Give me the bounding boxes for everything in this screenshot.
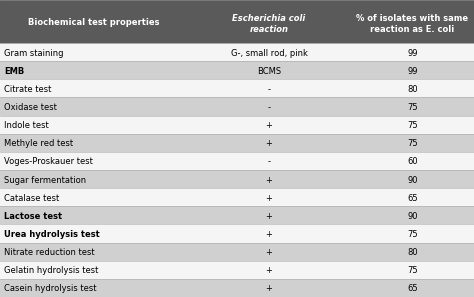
Bar (351, 97, 474, 116)
Bar (0, 152, 187, 170)
Text: 60: 60 (407, 157, 418, 166)
Text: -: - (267, 103, 271, 112)
Text: G-, small rod, pink: G-, small rod, pink (230, 49, 308, 58)
Bar (351, 79, 474, 97)
Text: 65: 65 (407, 285, 418, 293)
Text: 90: 90 (407, 176, 418, 185)
Text: Nitrate reduction test: Nitrate reduction test (4, 248, 94, 257)
Bar (187, 61, 351, 79)
Text: % of isolates with same
reaction as E. coli: % of isolates with same reaction as E. c… (356, 14, 468, 34)
Bar (0, 279, 187, 297)
Bar (187, 134, 351, 152)
Bar (351, 170, 474, 188)
Bar (187, 152, 351, 170)
Bar (187, 97, 351, 116)
Text: 75: 75 (407, 121, 418, 130)
Bar (187, 188, 351, 206)
Text: 75: 75 (407, 103, 418, 112)
Bar (351, 134, 474, 152)
Text: +: + (265, 176, 273, 185)
Bar (351, 225, 474, 243)
Bar (187, 0, 351, 43)
Bar (187, 206, 351, 225)
Bar (351, 206, 474, 225)
Text: Citrate test: Citrate test (4, 85, 51, 94)
Bar (0, 97, 187, 116)
Text: +: + (265, 248, 273, 257)
Text: Catalase test: Catalase test (4, 194, 59, 203)
Bar (351, 188, 474, 206)
Text: Voges-Proskauer test: Voges-Proskauer test (4, 157, 92, 166)
Text: Methyle red test: Methyle red test (4, 139, 73, 148)
Bar (0, 116, 187, 134)
Bar (351, 116, 474, 134)
Text: 65: 65 (407, 194, 418, 203)
Text: Indole test: Indole test (4, 121, 48, 130)
Bar (0, 79, 187, 97)
Text: Casein hydrolysis test: Casein hydrolysis test (4, 285, 96, 293)
Bar (351, 243, 474, 261)
Bar (187, 170, 351, 188)
Text: Gram staining: Gram staining (4, 49, 64, 58)
Text: Oxidase test: Oxidase test (4, 103, 57, 112)
Text: 99: 99 (407, 49, 418, 58)
Bar (0, 61, 187, 79)
Bar (187, 279, 351, 297)
Bar (187, 243, 351, 261)
Bar (187, 43, 351, 61)
Bar (0, 170, 187, 188)
Text: 80: 80 (407, 85, 418, 94)
Bar (0, 188, 187, 206)
Text: 99: 99 (407, 67, 418, 76)
Text: +: + (265, 285, 273, 293)
Bar (0, 43, 187, 61)
Bar (351, 261, 474, 279)
Bar (0, 134, 187, 152)
Text: 80: 80 (407, 248, 418, 257)
Bar (0, 261, 187, 279)
Text: Escherichia coli
reaction: Escherichia coli reaction (232, 14, 306, 34)
Bar (351, 61, 474, 79)
Bar (0, 225, 187, 243)
Text: 75: 75 (407, 230, 418, 239)
Bar (351, 0, 474, 43)
Text: -: - (267, 157, 271, 166)
Text: +: + (265, 139, 273, 148)
Text: Sugar fermentation: Sugar fermentation (4, 176, 86, 185)
Text: +: + (265, 121, 273, 130)
Text: Biochemical test properties: Biochemical test properties (28, 18, 159, 27)
Bar (351, 43, 474, 61)
Bar (351, 152, 474, 170)
Text: +: + (265, 212, 273, 221)
Text: 90: 90 (407, 212, 418, 221)
Text: +: + (265, 230, 273, 239)
Text: BCMS: BCMS (257, 67, 281, 76)
Text: 75: 75 (407, 139, 418, 148)
Text: +: + (265, 194, 273, 203)
Text: Gelatin hydrolysis test: Gelatin hydrolysis test (4, 266, 98, 275)
Text: -: - (267, 85, 271, 94)
Text: +: + (265, 266, 273, 275)
Text: 75: 75 (407, 266, 418, 275)
Bar (0, 243, 187, 261)
Bar (187, 116, 351, 134)
Bar (187, 225, 351, 243)
Text: EMB: EMB (4, 67, 24, 76)
Bar (187, 261, 351, 279)
Bar (187, 79, 351, 97)
Bar (351, 279, 474, 297)
Bar (0, 206, 187, 225)
Text: Urea hydrolysis test: Urea hydrolysis test (4, 230, 100, 239)
Text: Lactose test: Lactose test (4, 212, 62, 221)
Bar (0, 0, 187, 43)
